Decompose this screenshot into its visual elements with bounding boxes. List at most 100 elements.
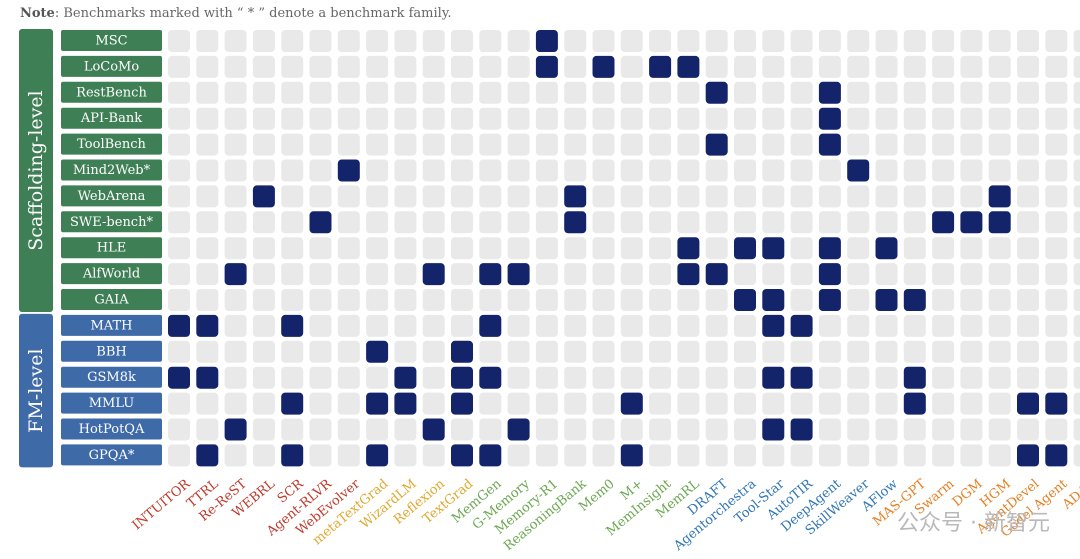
cell-empty bbox=[252, 159, 275, 182]
cell-empty bbox=[734, 211, 756, 234]
cell-filled bbox=[224, 263, 247, 286]
cell-empty bbox=[252, 289, 275, 311]
cell-empty bbox=[422, 392, 445, 415]
cell-empty bbox=[337, 81, 360, 104]
cell-empty bbox=[281, 289, 304, 311]
cell-empty bbox=[535, 263, 558, 286]
cell-empty bbox=[649, 211, 672, 234]
cell-empty bbox=[818, 366, 841, 389]
cell-empty bbox=[960, 340, 983, 363]
cell-empty bbox=[677, 340, 700, 363]
row-label-12: BBH bbox=[96, 344, 126, 359]
cell-empty bbox=[451, 289, 473, 311]
row-label-6: WebArena bbox=[78, 189, 146, 204]
cell-filled bbox=[168, 366, 190, 389]
cell-empty bbox=[479, 289, 502, 311]
cell-empty bbox=[705, 444, 728, 467]
cell-filled bbox=[366, 392, 389, 415]
cell-empty bbox=[790, 211, 813, 234]
group-bar-0 bbox=[19, 29, 53, 312]
cell-empty bbox=[988, 107, 1011, 130]
cell-empty bbox=[734, 444, 756, 467]
cell-empty bbox=[875, 340, 898, 363]
cell-filled bbox=[762, 314, 785, 337]
cell-empty bbox=[422, 314, 445, 337]
cell-empty bbox=[252, 366, 275, 389]
cell-empty bbox=[677, 289, 700, 311]
cell-empty bbox=[1073, 444, 1080, 467]
cell-filled bbox=[790, 314, 813, 337]
row-label-8: HLE bbox=[97, 241, 126, 256]
cell-empty bbox=[705, 418, 728, 441]
cell-empty bbox=[592, 340, 615, 363]
cell-empty bbox=[1017, 340, 1039, 363]
cell-empty bbox=[224, 107, 247, 130]
cell-filled bbox=[281, 444, 304, 467]
cell-empty bbox=[564, 289, 587, 311]
cell-empty bbox=[790, 392, 813, 415]
cell-empty bbox=[564, 366, 587, 389]
cell-empty bbox=[762, 133, 785, 156]
cell-empty bbox=[281, 159, 304, 182]
row-label-16: GPQA* bbox=[89, 448, 135, 463]
cell-empty bbox=[252, 444, 275, 467]
cell-empty bbox=[168, 107, 190, 130]
cell-empty bbox=[620, 418, 643, 441]
cell-empty bbox=[337, 340, 360, 363]
cell-empty bbox=[677, 159, 700, 182]
cell-empty bbox=[422, 211, 445, 234]
cell-empty bbox=[1073, 289, 1080, 311]
cell-empty bbox=[818, 444, 841, 467]
cell-empty bbox=[1045, 366, 1068, 389]
row-label-4: ToolBench bbox=[77, 137, 146, 152]
row-label-7: SWE-bench* bbox=[70, 215, 153, 230]
cell-empty bbox=[1017, 30, 1039, 52]
cell-empty bbox=[394, 55, 417, 78]
cell-empty bbox=[337, 392, 360, 415]
cell-empty bbox=[224, 81, 247, 104]
cell-empty bbox=[451, 314, 473, 337]
cell-empty bbox=[592, 366, 615, 389]
cell-filled bbox=[479, 263, 502, 286]
cell-empty bbox=[564, 107, 587, 130]
cell-empty bbox=[1045, 211, 1068, 234]
cell-empty bbox=[847, 444, 870, 467]
cell-empty bbox=[592, 444, 615, 467]
cell-empty bbox=[932, 30, 955, 52]
cell-empty bbox=[818, 340, 841, 363]
cell-empty bbox=[677, 392, 700, 415]
cell-empty bbox=[592, 263, 615, 286]
cell-filled bbox=[734, 289, 756, 311]
cell-empty bbox=[422, 107, 445, 130]
cell-empty bbox=[988, 418, 1011, 441]
cell-empty bbox=[847, 133, 870, 156]
cell-empty bbox=[790, 81, 813, 104]
cell-filled bbox=[960, 211, 983, 234]
cell-empty bbox=[366, 55, 389, 78]
cell-empty bbox=[1045, 340, 1068, 363]
row-label-13: GSM8k bbox=[87, 370, 136, 385]
cell-empty bbox=[535, 81, 558, 104]
cell-empty bbox=[875, 30, 898, 52]
cell-empty bbox=[592, 159, 615, 182]
cell-empty bbox=[394, 289, 417, 311]
row-label-box-2 bbox=[61, 81, 162, 103]
cell-empty bbox=[847, 211, 870, 234]
cell-empty bbox=[620, 237, 643, 260]
cell-empty bbox=[479, 30, 502, 52]
cell-empty bbox=[734, 133, 756, 156]
cell-empty bbox=[960, 418, 983, 441]
cell-empty bbox=[762, 392, 785, 415]
cell-empty bbox=[932, 263, 955, 286]
cell-empty bbox=[224, 289, 247, 311]
cell-empty bbox=[1045, 81, 1068, 104]
row-label-0: MSC bbox=[95, 34, 127, 49]
cell-empty bbox=[875, 81, 898, 104]
cell-empty bbox=[1017, 314, 1039, 337]
cell-empty bbox=[1017, 55, 1039, 78]
cell-empty bbox=[224, 211, 247, 234]
cell-empty bbox=[734, 392, 756, 415]
cell-empty bbox=[620, 314, 643, 337]
cell-empty bbox=[394, 237, 417, 260]
cell-empty bbox=[451, 30, 473, 52]
